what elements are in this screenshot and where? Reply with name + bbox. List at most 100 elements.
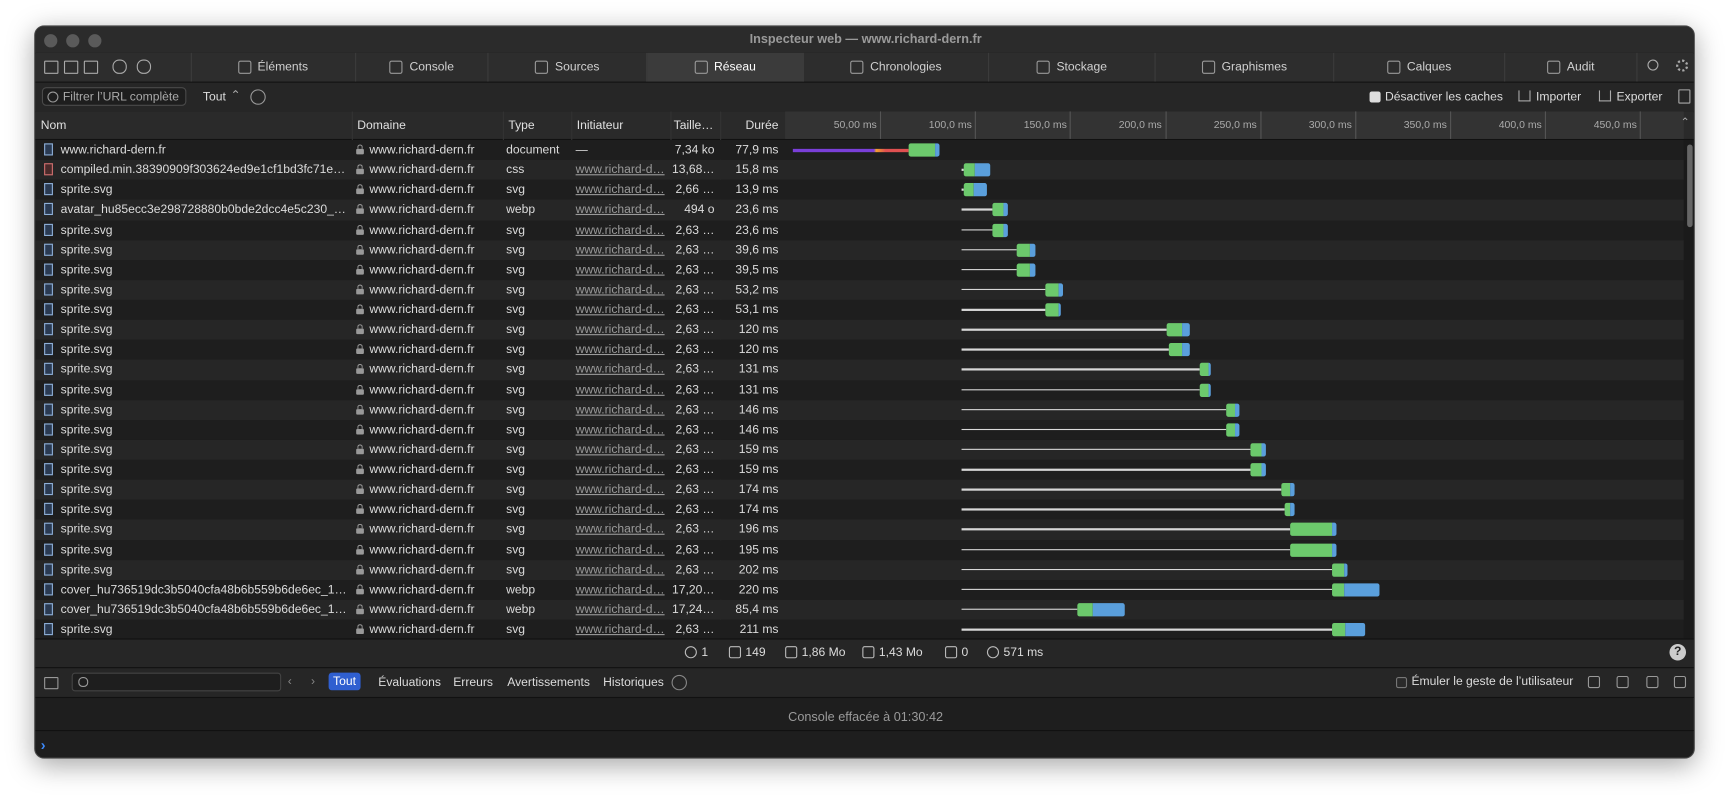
request-row[interactable]: sprite.svg www.richard-dern.fr svg www.rich… [35,259,1684,280]
request-row[interactable]: sprite.svg www.richard-dern.fr svg www.rich… [35,359,1684,380]
request-initiator[interactable]: www.richard-d… [575,223,665,237]
zoom-button[interactable] [88,34,102,48]
column-title[interactable]: Taille… [673,119,714,133]
request-row[interactable]: www.richard-dern.fr www.richard-dern.fr do… [35,140,1684,161]
request-row[interactable]: compiled.min.38390909f303624ed9e1cf1bd3f… [35,160,1684,181]
cache-checkbox[interactable] [1369,91,1381,103]
request-initiator[interactable]: www.richard-d… [575,603,665,617]
request-initiator[interactable]: www.richard-d… [575,583,665,597]
console-prompt[interactable]: › [40,736,46,754]
request-initiator[interactable]: www.richard-d… [575,463,665,477]
tab[interactable]: Console [356,52,489,82]
request-initiator[interactable]: www.richard-d… [575,443,665,457]
request-initiator[interactable]: www.richard-d… [575,543,665,557]
request-initiator[interactable]: www.richard-d… [575,163,665,177]
type-filter[interactable]: Tout [202,90,226,104]
request-row[interactable]: cover_hu736519dc3b5040cfa48b6b559b6de6ec… [35,599,1684,620]
request-row[interactable]: sprite.svg www.richard-dern.fr svg www.rich… [35,239,1684,260]
filter-options[interactable] [250,89,266,105]
tool-icon[interactable] [136,59,152,74]
dock-icon[interactable] [63,60,79,74]
column-title[interactable]: Type [508,119,535,133]
dock-icon[interactable] [83,60,99,74]
request-row[interactable]: sprite.svg www.richard-dern.fr svg www.rich… [35,299,1684,320]
request-initiator[interactable]: www.richard-d… [575,283,665,297]
tab[interactable]: Chronologies [804,52,990,82]
console-action[interactable] [1616,675,1629,689]
request-row[interactable]: sprite.svg www.richard-dern.fr svg www.rich… [35,399,1684,420]
request-row[interactable]: avatar_hu85ecc3e298728880b0bde2dcc4e5c23… [35,200,1684,220]
filter-options[interactable] [671,674,687,691]
request-initiator[interactable]: www.richard-d… [575,303,665,317]
column-title[interactable]: Durée [745,119,779,133]
column-title[interactable]: Domaine [357,119,406,133]
clear-icon[interactable] [1678,89,1691,104]
request-initiator[interactable]: www.richard-d… [575,483,665,497]
request-row[interactable]: sprite.svg www.richard-dern.fr svg www.rich… [35,499,1684,520]
console-action[interactable] [1673,675,1687,689]
request-initiator[interactable]: www.richard-d… [575,183,665,197]
request-initiator[interactable]: www.richard-d… [575,423,665,437]
request-row[interactable]: cover_hu736519dc3b5040cfa48b6b559b6de6ec… [35,579,1684,600]
request-initiator[interactable]: www.richard-d… [575,623,665,637]
request-row[interactable]: sprite.svg www.richard-dern.fr svg www.rich… [35,459,1684,480]
sort-arrow[interactable]: ⌃ [1680,116,1690,130]
nav-next[interactable]: › [310,674,316,689]
request-initiator[interactable]: www.richard-d… [575,203,665,217]
console-filter[interactable]: Avertissements [507,675,590,690]
console-action[interactable] [1646,675,1659,689]
disable-cache-label[interactable]: Désactiver les caches [1384,90,1503,104]
scroll-thumb[interactable] [1687,144,1693,228]
console-filter[interactable]: Évaluations [378,675,441,690]
request-row[interactable]: sprite.svg www.richard-dern.fr svg www.rich… [35,379,1684,400]
request-initiator[interactable]: www.richard-d… [575,343,665,357]
request-row[interactable]: sprite.svg www.richard-dern.fr svg www.rich… [35,479,1684,500]
tool-icon[interactable] [112,59,127,74]
tab[interactable]: Sources [488,52,648,82]
request-row[interactable]: sprite.svg www.richard-dern.fr svg www.rich… [35,219,1684,240]
request-row[interactable]: sprite.svg www.richard-dern.fr svg www.rich… [35,519,1684,540]
tab[interactable]: Audit [1505,52,1638,82]
request-row[interactable]: sprite.svg www.richard-dern.fr svg www.rich… [35,619,1684,640]
tab[interactable]: Calques [1334,52,1506,82]
tab[interactable]: Éléments [191,52,357,82]
request-initiator[interactable]: www.richard-d… [575,523,665,537]
export-icon[interactable] [1598,90,1612,102]
request-row[interactable]: sprite.svg www.richard-dern.fr svg www.rich… [35,539,1684,560]
emulate-checkbox[interactable] [1396,677,1408,689]
import-button[interactable]: Importer [1536,90,1582,104]
nav-prev[interactable]: ‹ [287,674,292,689]
request-row[interactable]: sprite.svg www.richard-dern.fr svg www.rich… [35,419,1684,440]
tab[interactable]: Graphismes [1156,52,1335,82]
console-filter[interactable]: Tout [328,672,361,691]
column-title[interactable]: Initiateur [576,119,624,133]
import-icon[interactable] [1518,90,1531,102]
tab[interactable]: Stockage [989,52,1156,82]
console-search[interactable] [71,672,282,692]
url-filter[interactable]: Filtrer l’URL complète [41,87,187,106]
tab[interactable]: Réseau [647,52,804,82]
request-row[interactable]: sprite.svg www.richard-dern.fr svg www.rich… [35,559,1684,580]
console-filter[interactable]: Erreurs [453,675,493,690]
settings-icon[interactable] [1676,59,1689,72]
type-filter-arrow[interactable]: ⌃ [230,89,241,103]
minimize-button[interactable] [66,34,80,48]
column-title[interactable]: Nom [40,119,67,133]
request-initiator[interactable]: www.richard-d… [575,263,665,277]
request-initiator[interactable]: www.richard-d… [575,363,665,377]
request-row[interactable]: sprite.svg www.richard-dern.fr svg www.rich… [35,279,1684,300]
request-row[interactable]: sprite.svg www.richard-dern.fr svg www.rich… [35,180,1684,201]
request-initiator[interactable]: www.richard-d… [575,243,665,257]
search-icon[interactable] [1647,59,1659,71]
request-row[interactable]: sprite.svg www.richard-dern.fr svg www.rich… [35,439,1684,460]
request-initiator[interactable]: www.richard-d… [575,323,665,337]
request-initiator[interactable]: www.richard-d… [575,503,665,517]
console-toggle[interactable] [44,677,59,690]
console-filter[interactable]: Historiques [603,675,664,690]
emulate-label[interactable]: Émuler le geste de l’utilisateur [1411,674,1574,689]
console-action[interactable] [1587,675,1601,689]
request-initiator[interactable]: www.richard-d… [575,383,665,397]
help-button[interactable]: ? [1669,643,1687,661]
dock-icon[interactable] [44,60,59,74]
close-button[interactable] [44,34,58,48]
